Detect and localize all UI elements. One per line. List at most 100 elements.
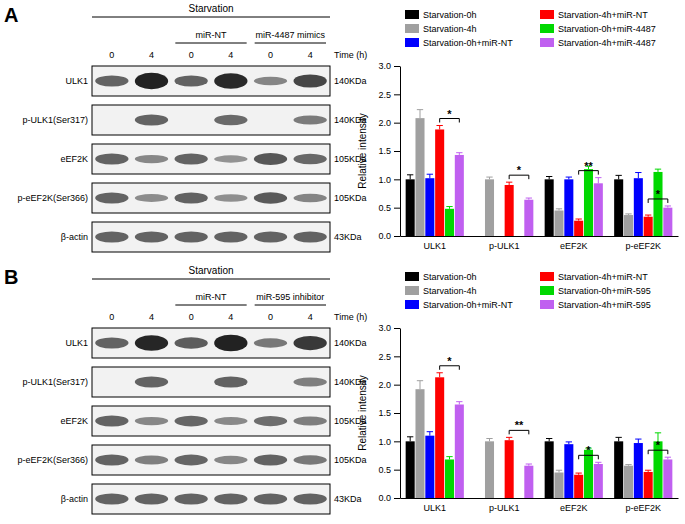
bar [564,179,573,236]
legend-label: Starvation-0h+miR-NT [423,300,513,310]
bar [554,473,563,499]
band [135,155,168,163]
error-bar [575,219,581,221]
band [294,494,327,505]
group-rule [175,43,246,44]
y-tick-label: 0.0 [378,493,391,503]
x-tick-label: ULK1 [423,503,446,513]
band [135,194,168,202]
chart: 0.00.51.01.52.02.53.0ULK1p-ULK1eEF2Kp-eE… [357,10,679,251]
lane-label: 4 [149,312,154,322]
error-bar [417,110,423,119]
legend-swatch [540,10,554,19]
band [135,335,168,351]
band [214,456,247,464]
band [135,494,168,505]
error-bar [575,473,581,475]
header-rule [92,279,330,280]
y-axis-title: Relative intensity [357,113,368,189]
significance-label: * [586,444,591,456]
error-bar [417,381,423,390]
error-bar [625,465,631,466]
band [175,192,208,203]
y-axis-title: Relative intensity [357,375,368,451]
band [214,155,247,162]
row-size: 43KDa [334,494,362,504]
y-tick-label: 0.5 [378,203,391,213]
band [254,192,287,204]
x-tick-label: p-eEF2K [625,503,661,513]
legend-swatch [540,300,554,309]
legend: Starvation-0hStarvation-4hStarvation-0h+… [405,272,651,310]
bar [653,172,662,236]
bar [594,183,603,236]
y-tick-mark [394,236,400,237]
band [175,416,208,427]
lane-label: 0 [189,312,194,322]
y-tick: 1.5 [378,146,400,156]
error-bar [427,432,433,436]
band [95,494,128,505]
error-bar [427,174,433,178]
plot-area [406,110,673,236]
error-bar [526,198,532,200]
legend-label: Starvation-0h [423,272,477,282]
band [175,154,208,165]
bar [545,179,554,236]
band [95,416,128,427]
row-label: β-actin [61,232,88,242]
bar [435,377,444,498]
band [95,193,128,204]
bar [634,178,643,236]
group-rule [175,305,246,306]
group-label: miR-595 inhibitor [256,292,324,302]
y-tick-label: 2.5 [378,352,391,362]
y-tick: 0.5 [378,203,400,213]
bar [445,459,454,498]
blot-strip [92,183,330,213]
legend-swatch [405,10,419,19]
x-tick: p-eEF2K [625,241,661,251]
band [294,336,327,350]
row-size: 43KDa [334,232,362,242]
bar [435,129,444,236]
band [254,232,287,243]
y-tick: 0.0 [378,493,400,503]
row-label: eEF2K [60,154,88,164]
error-bar [446,207,452,209]
blot-strip [92,222,330,252]
band [254,494,287,505]
error-bar [407,437,413,442]
legend-label: Starvation-0h [423,10,477,20]
y-tick-label: 2.5 [378,90,391,100]
x-axis-line [401,498,679,499]
band [214,194,247,202]
band [254,153,287,165]
x-tick: p-ULK1 [489,241,520,251]
bar [663,208,672,236]
y-tick-label: 1.0 [378,437,391,447]
band [294,154,327,165]
lane-label: 0 [268,50,273,60]
bar [475,498,484,499]
legend-swatch [405,38,419,47]
band [214,494,247,505]
y-tick-mark [394,208,400,209]
y-tick: 2.5 [378,352,400,362]
bar [584,450,593,498]
blot-strip [92,367,330,397]
time-label: Time (h) [334,312,367,322]
y-tick-label: 0.5 [378,465,391,475]
bar [644,217,653,236]
row-label: p-eEF2K(Ser366) [17,455,88,465]
bar [415,118,424,236]
bar [425,436,434,498]
error-bar [566,442,572,444]
bar [545,441,554,498]
band [175,232,208,243]
band [214,335,247,352]
band [294,115,327,124]
bar [634,443,643,498]
error-bar [616,437,622,441]
blot-strip [92,105,330,135]
